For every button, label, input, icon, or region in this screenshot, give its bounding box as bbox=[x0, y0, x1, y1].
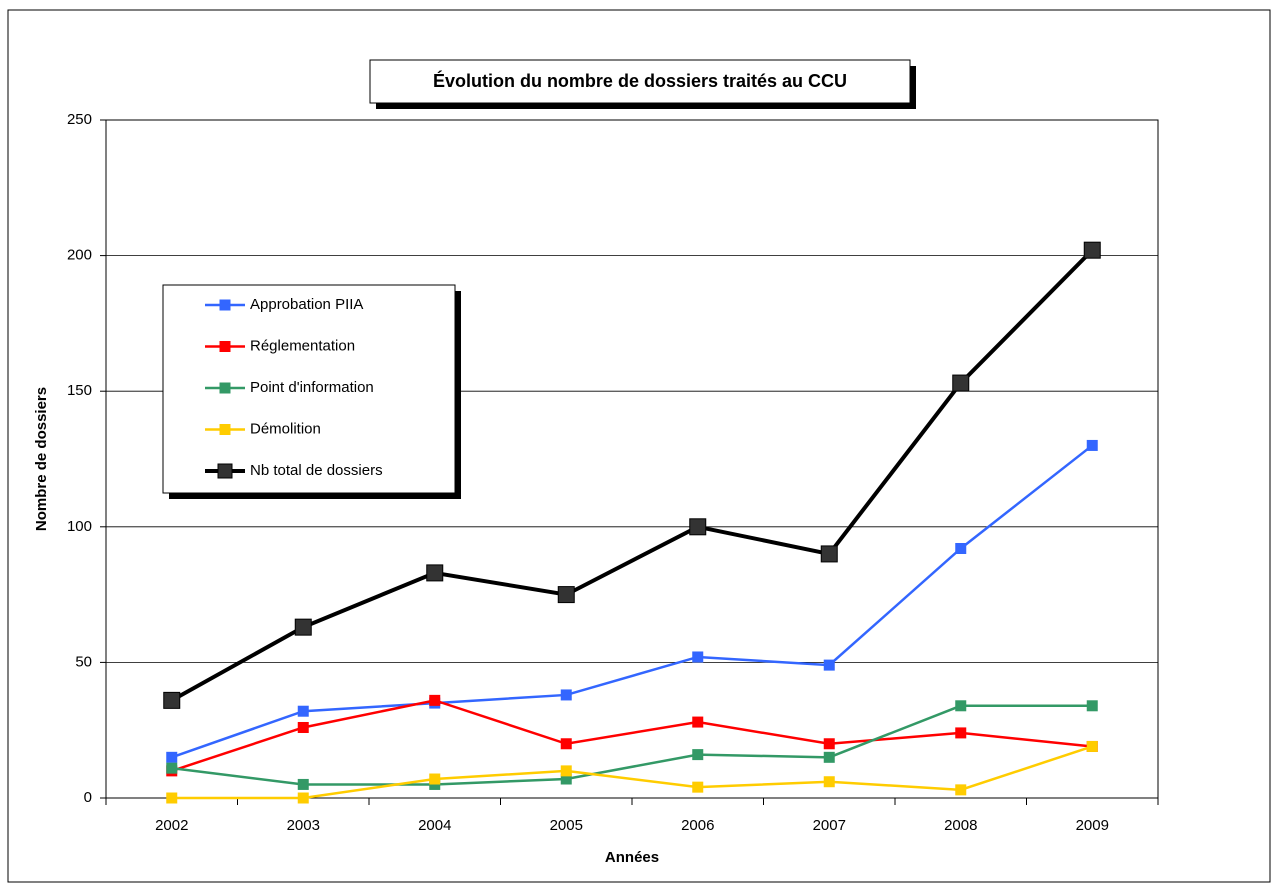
marker bbox=[823, 776, 835, 788]
x-tick-label: 2006 bbox=[681, 817, 714, 834]
marker bbox=[692, 651, 704, 663]
marker bbox=[955, 727, 967, 739]
x-tick-label: 2005 bbox=[550, 817, 583, 834]
x-tick-label: 2003 bbox=[287, 817, 320, 834]
x-tick-label: 2004 bbox=[418, 817, 451, 834]
marker bbox=[560, 738, 572, 750]
marker bbox=[560, 765, 572, 777]
marker bbox=[955, 700, 967, 712]
legend-label: Approbation PIIA bbox=[250, 296, 363, 313]
y-tick-label: 250 bbox=[67, 111, 92, 128]
series-line bbox=[170, 248, 1094, 703]
y-tick-label: 200 bbox=[67, 247, 92, 264]
marker bbox=[692, 781, 704, 793]
x-tick-label: 2002 bbox=[155, 817, 188, 834]
marker bbox=[557, 586, 575, 604]
marker bbox=[166, 751, 178, 763]
series-line bbox=[171, 745, 1093, 800]
marker bbox=[294, 618, 312, 636]
marker bbox=[163, 691, 181, 709]
marker bbox=[1086, 439, 1098, 451]
marker bbox=[823, 751, 835, 763]
marker bbox=[692, 716, 704, 728]
marker bbox=[429, 773, 441, 785]
marker bbox=[689, 518, 707, 536]
legend-label: Réglementation bbox=[250, 337, 355, 354]
y-tick-label: 50 bbox=[75, 653, 92, 670]
legend-marker bbox=[219, 424, 231, 435]
marker bbox=[955, 784, 967, 796]
x-tick-label: 2008 bbox=[944, 817, 977, 834]
x-tick-label: 2007 bbox=[813, 817, 846, 834]
series-line bbox=[171, 444, 1094, 759]
marker bbox=[952, 374, 970, 392]
marker bbox=[955, 542, 967, 554]
x-axis-label: Années bbox=[605, 849, 659, 866]
marker bbox=[166, 762, 178, 774]
chart-title: Évolution du nombre de dossiers traités … bbox=[433, 70, 847, 91]
marker bbox=[823, 738, 835, 750]
marker bbox=[560, 773, 572, 785]
series-line bbox=[171, 704, 1093, 786]
marker bbox=[1083, 241, 1101, 259]
y-axis-label: Nombre de dossiers bbox=[33, 387, 50, 531]
title-box bbox=[369, 59, 911, 104]
marker bbox=[1086, 700, 1098, 712]
legend-marker bbox=[219, 299, 231, 311]
marker bbox=[426, 564, 444, 582]
legend-label: Démolition bbox=[250, 420, 321, 437]
series-line bbox=[171, 699, 1093, 773]
marker bbox=[692, 749, 704, 761]
marker bbox=[297, 792, 309, 804]
y-tick-label: 150 bbox=[67, 382, 92, 399]
x-tick-label: 2009 bbox=[1076, 817, 1109, 834]
legend-marker bbox=[219, 382, 231, 394]
marker bbox=[429, 694, 441, 706]
legend-label: Nb total de dossiers bbox=[250, 462, 383, 479]
marker bbox=[560, 689, 572, 701]
marker bbox=[297, 705, 309, 717]
legend-label: Point d'information bbox=[250, 379, 374, 396]
marker bbox=[297, 721, 309, 733]
legend-marker bbox=[219, 341, 231, 352]
y-tick-label: 100 bbox=[67, 518, 92, 535]
legend-marker bbox=[217, 463, 233, 479]
marker bbox=[166, 792, 178, 804]
y-tick-label: 0 bbox=[84, 789, 92, 806]
marker bbox=[823, 659, 835, 671]
marker bbox=[1086, 740, 1098, 752]
marker bbox=[297, 778, 309, 790]
marker bbox=[820, 545, 838, 563]
